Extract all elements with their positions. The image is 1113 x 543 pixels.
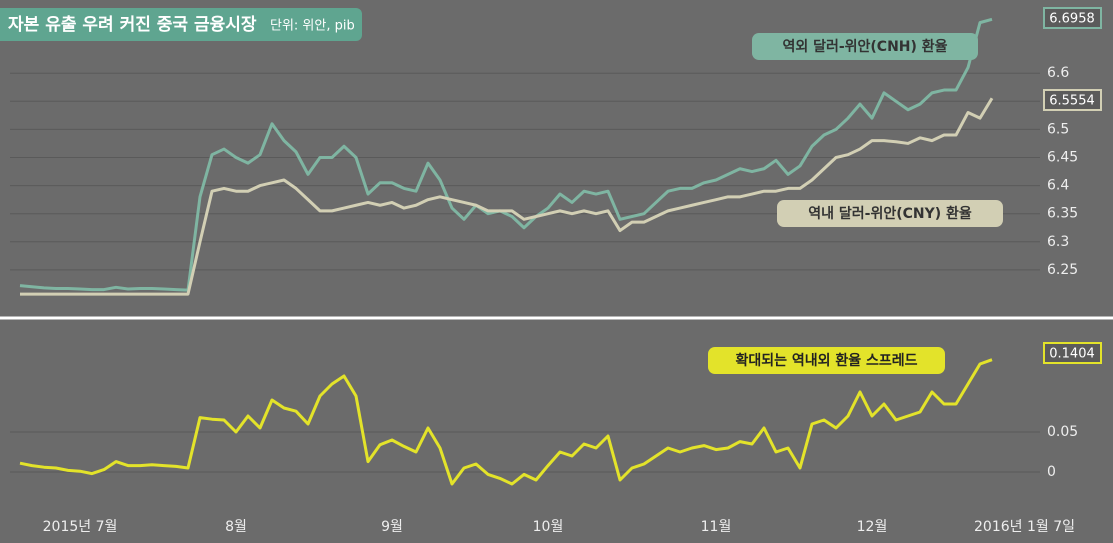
y-tick-label: 6.5 xyxy=(1047,121,1069,137)
end-value-box xyxy=(1043,89,1102,111)
x-tick-label: 11월 xyxy=(701,519,732,535)
end-value-label: 0.1404 xyxy=(1049,347,1095,362)
y-tick-label: 6.45 xyxy=(1047,150,1078,166)
title-box xyxy=(0,8,362,41)
end-value-box xyxy=(1043,342,1102,364)
chart-title: 자본 유출 우려 커진 중국 금융시장 xyxy=(8,15,257,35)
y-tick-label: 0 xyxy=(1047,464,1056,480)
y-tick-label: 6.25 xyxy=(1047,262,1078,278)
x-tick-label: 2016년 1월 7일 xyxy=(974,519,1075,535)
legend-label: 역내 달러-위안(CNY) 환율 xyxy=(808,205,972,222)
x-tick-label: 12월 xyxy=(857,519,888,535)
legend-label: 확대되는 역내외 환율 스프레드 xyxy=(735,352,917,369)
x-tick-label: 2015년 7월 xyxy=(43,519,118,535)
end-value-label: 6.5554 xyxy=(1049,94,1095,109)
y-tick-label: 6.6 xyxy=(1047,65,1069,81)
x-tick-label: 10월 xyxy=(533,519,564,535)
x-tick-label: 9월 xyxy=(381,519,403,535)
y-tick-label: 6.35 xyxy=(1047,206,1078,222)
series-line xyxy=(19,358,993,486)
end-value-box xyxy=(1043,7,1102,29)
chart-subtitle: 단위: 위안, pib xyxy=(270,19,355,34)
x-tick-label: 8월 xyxy=(225,519,247,535)
end-value-label: 6.6958 xyxy=(1049,12,1095,27)
series-line xyxy=(19,17,993,292)
y-tick-label: 6.3 xyxy=(1047,234,1069,250)
y-tick-label: 6.4 xyxy=(1047,178,1069,194)
legend-box xyxy=(708,347,945,374)
legend-label: 역외 달러-위안(CNH) 환율 xyxy=(782,38,947,55)
legend-box xyxy=(777,200,1003,227)
y-tick-label: 0.05 xyxy=(1047,424,1078,440)
series-line xyxy=(20,97,994,296)
legend-box xyxy=(752,33,978,60)
